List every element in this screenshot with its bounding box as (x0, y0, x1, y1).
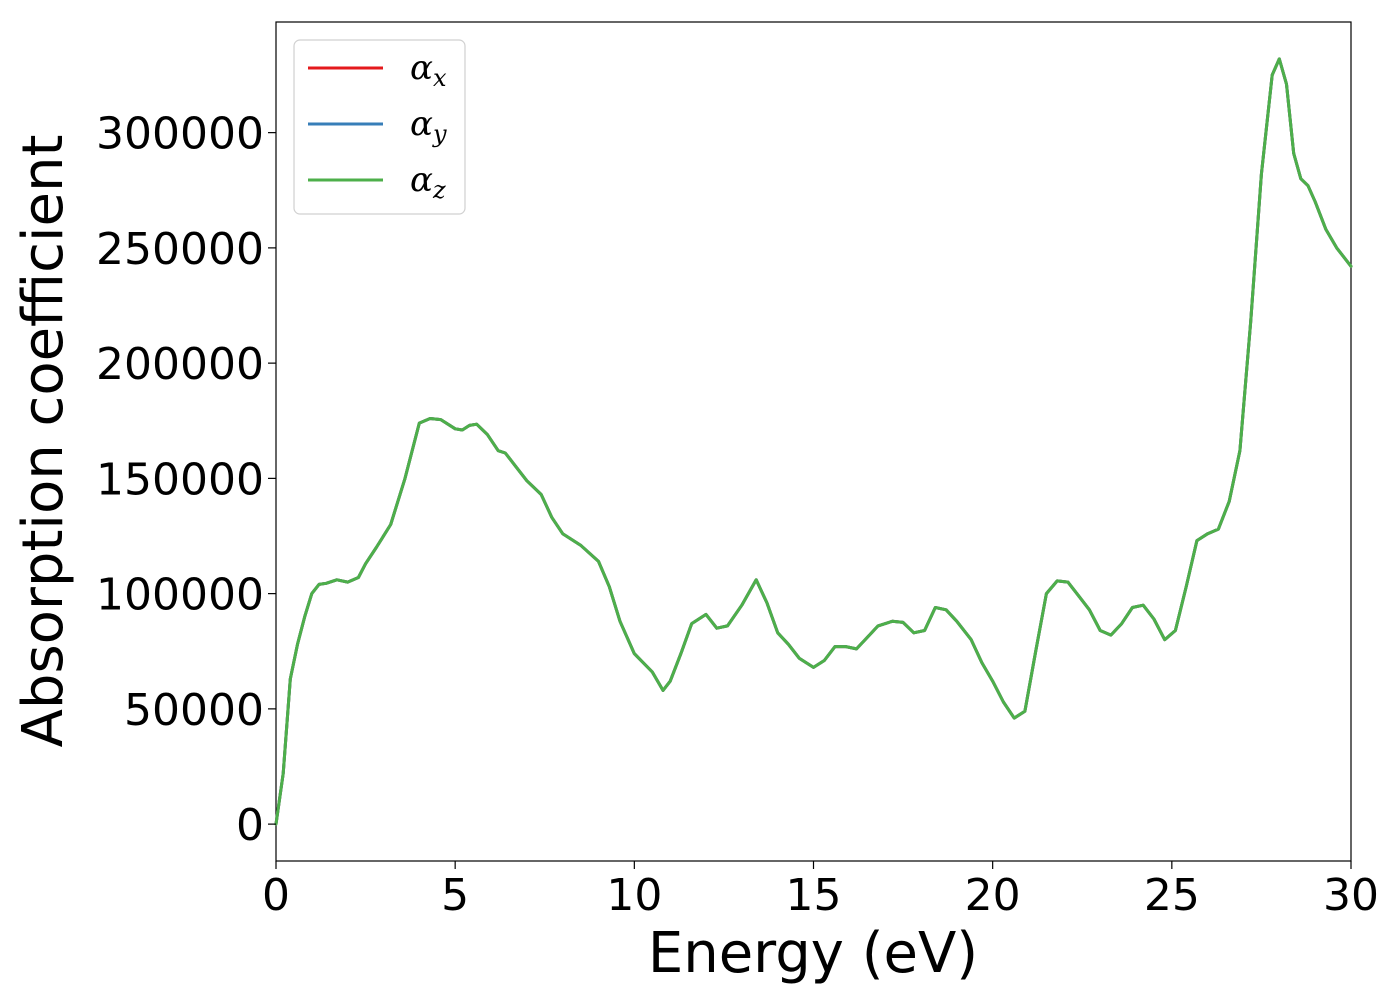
y-tick-label: 0 (236, 800, 264, 851)
series-layer (274, 57, 1353, 826)
y-tick-label: 250000 (96, 224, 264, 275)
y-tick-label: 300000 (96, 109, 264, 160)
legend-subscript: y (432, 120, 447, 148)
legend-subscript: z (432, 176, 446, 204)
x-tick-label: 20 (965, 870, 1021, 921)
series-line-alpha-z (274, 57, 1353, 826)
y-tick-label: 50000 (124, 685, 264, 736)
x-tick-label: 5 (441, 870, 469, 921)
y-tick-label: 100000 (96, 570, 264, 621)
legend-subscript: x (433, 64, 447, 92)
legend-box (293, 39, 466, 215)
x-axis-title: Energy (eV) (648, 921, 978, 986)
y-tick-label: 200000 (96, 339, 264, 390)
x-tick-label: 15 (786, 870, 842, 921)
x-tick-label: 10 (606, 870, 662, 921)
x-axis: 0 5 10 15 20 25 30 (262, 861, 1379, 921)
x-tick-label: 0 (262, 870, 290, 921)
y-tick-label: 150000 (96, 454, 264, 505)
x-tick-label: 30 (1323, 870, 1379, 921)
x-tick-label: 25 (1144, 870, 1200, 921)
y-axis-title: Absorption coefficient (11, 135, 76, 748)
y-axis: 0 50000 100000 150000 200000 250000 300000 (96, 109, 276, 851)
